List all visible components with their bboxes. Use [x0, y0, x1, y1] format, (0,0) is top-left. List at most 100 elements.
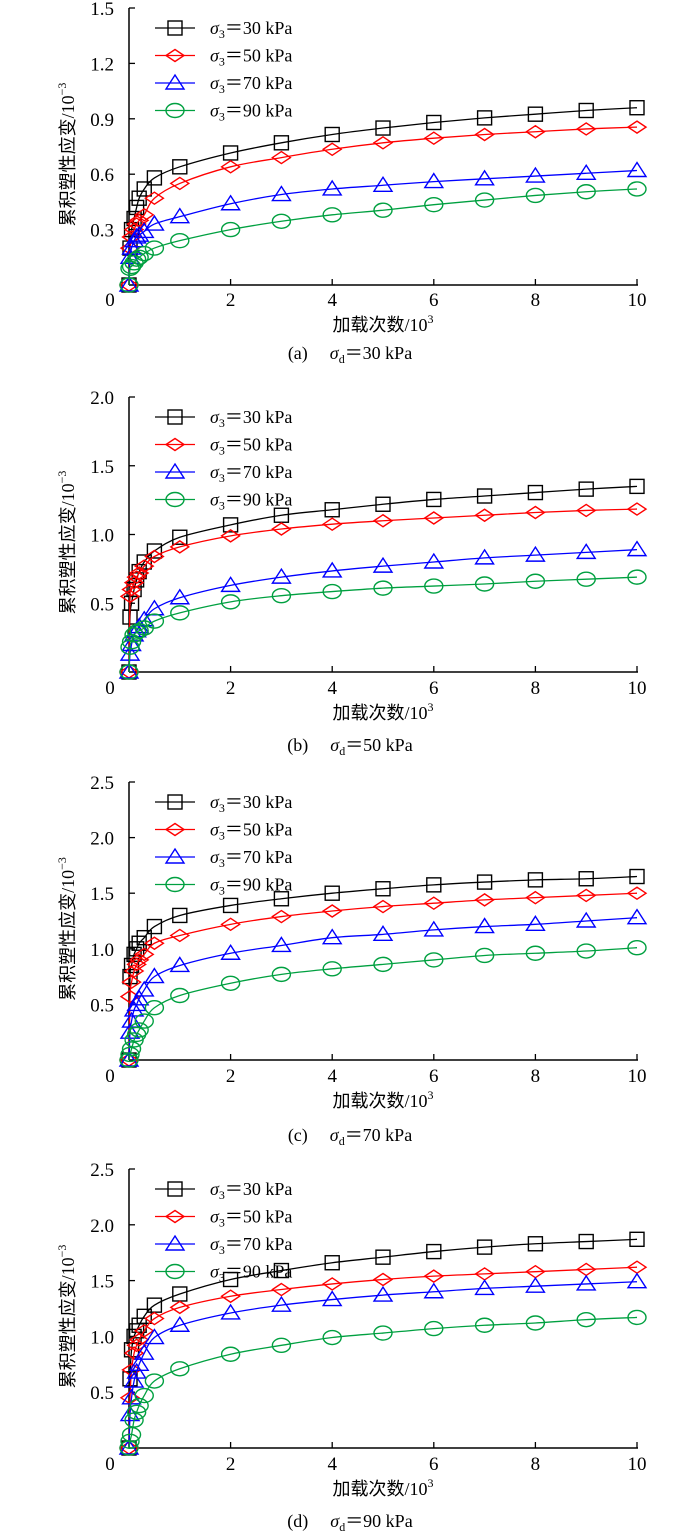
legend-subscript: 3 — [219, 471, 225, 485]
legend-circle-icon — [165, 491, 185, 508]
data-point-diamond — [169, 540, 191, 554]
data-point-triangle — [575, 543, 597, 560]
x-tick-label: 4 — [327, 1454, 337, 1475]
y-tick-label: 2.5 — [90, 773, 114, 794]
y-tick-label: 2.0 — [90, 1216, 114, 1237]
legend-value: ＝90 kPa — [225, 490, 293, 510]
y-axis-label-text: 累积塑性应变/10 — [58, 95, 78, 226]
legend-value: ＝50 kPa — [225, 1207, 293, 1227]
series-line — [128, 947, 638, 1061]
data-point-circle — [144, 1000, 165, 1016]
y-tick-label: 1.0 — [90, 526, 114, 547]
data-point-diamond — [423, 896, 445, 911]
data-point-triangle — [525, 1276, 546, 1293]
data-point-triangle — [220, 943, 241, 960]
data-point-circle — [120, 1046, 140, 1063]
legend-subscript: 3 — [219, 110, 225, 124]
series-line — [128, 126, 638, 286]
data-point-square — [375, 1249, 391, 1265]
data-point-square — [122, 968, 138, 985]
y-axis-label: 累积塑性应变/10−3 — [55, 83, 78, 227]
data-point-diamond — [220, 917, 241, 932]
data-point-diamond — [575, 503, 597, 518]
data-point-square — [426, 114, 442, 131]
x-tick-label: 0 — [105, 1066, 115, 1087]
data-point-triangle — [118, 662, 140, 679]
series-circle — [119, 939, 647, 1068]
data-point-diamond — [220, 1289, 241, 1304]
data-point-square — [476, 110, 493, 126]
legend-entry: σ3＝30 kPa — [155, 407, 292, 430]
legend-symbol: σ — [210, 101, 220, 121]
data-point-triangle — [126, 1362, 147, 1379]
data-point-square — [324, 1255, 340, 1271]
legend-entry: σ3＝70 kPa — [155, 73, 292, 96]
series-line — [128, 875, 638, 1061]
caption-symbol: σ — [330, 1511, 340, 1531]
data-point-triangle — [626, 540, 648, 557]
legend-label: σ3＝30 kPa — [210, 407, 292, 430]
panel-c: 0 2 4 6 8 10 0.5 1.0 1.5 2.0 2.5 累积塑性应变/10−3 加载次数/10… — [55, 773, 648, 1148]
x-axis-label-exponent: 3 — [428, 312, 434, 326]
data-point-square — [527, 106, 544, 122]
y-axis-label: 累积塑性应变/10−3 — [55, 471, 78, 615]
data-point-circle — [134, 1013, 154, 1029]
data-point-square — [527, 872, 544, 888]
legend-subscript: 3 — [219, 55, 225, 69]
caption-value: ＝50 kPa — [345, 735, 413, 755]
data-point-triangle — [372, 556, 394, 573]
legend-square-icon — [167, 1181, 183, 1197]
data-point-circle — [474, 192, 495, 208]
data-point-square — [476, 1239, 493, 1255]
data-point-circle — [124, 1412, 144, 1428]
legend-value: ＝90 kPa — [225, 101, 293, 121]
panel-d: 0 2 4 6 8 10 0.5 1.0 1.5 2.0 2.5 累积塑性应变/10−3 加载次数/10… — [55, 1160, 648, 1534]
y-tick-label: 0.5 — [90, 995, 114, 1016]
legend-entry: σ3＝30 kPa — [155, 18, 292, 41]
legend-triangle-icon — [164, 73, 186, 90]
data-point-triangle — [626, 908, 648, 925]
y-tick-label: 2.0 — [90, 829, 114, 850]
legend-value: ＝30 kPa — [225, 407, 293, 427]
data-point-diamond — [372, 513, 394, 528]
caption-subscript: d — [339, 1134, 345, 1148]
series-line — [128, 508, 638, 673]
data-point-triangle — [321, 179, 343, 196]
legend-subscript: 3 — [219, 416, 225, 430]
data-point-diamond — [123, 964, 145, 978]
data-point-triangle — [220, 576, 241, 593]
data-point-triangle — [169, 1315, 191, 1332]
legend-label: σ3＝30 kPa — [210, 792, 292, 815]
legend-value: ＝70 kPa — [225, 1234, 293, 1254]
data-point-diamond — [271, 150, 292, 165]
data-point-square — [222, 897, 239, 914]
data-point-diamond — [423, 131, 445, 146]
legend-triangle-icon — [164, 847, 186, 864]
data-point-diamond — [474, 893, 495, 907]
y-tick-label: 2.0 — [90, 388, 114, 409]
legend-subscript: 3 — [219, 856, 225, 870]
data-point-diamond — [126, 570, 147, 584]
data-point-circle — [424, 1320, 444, 1337]
legend-diamond-icon — [164, 1209, 186, 1224]
data-point-circle — [373, 956, 393, 973]
legend-label: σ3＝70 kPa — [210, 1234, 292, 1257]
legend-symbol: σ — [210, 462, 220, 482]
legend-symbol: σ — [210, 1179, 220, 1199]
legend-subscript: 3 — [219, 1243, 225, 1257]
x-tick-label: 2 — [226, 290, 236, 311]
legend-label: σ3＝90 kPa — [210, 101, 292, 124]
legend-value: ＝70 kPa — [225, 847, 293, 867]
series-circle — [119, 181, 647, 293]
data-point-triangle — [423, 172, 445, 189]
data-point-circle — [121, 258, 142, 275]
data-point-square — [629, 1231, 645, 1248]
data-point-circle — [627, 181, 647, 197]
data-point-square — [172, 529, 188, 545]
series-diamond — [118, 886, 648, 1067]
data-point-circle — [525, 1315, 546, 1331]
data-point-square — [578, 481, 594, 497]
data-point-circle — [373, 580, 393, 596]
data-point-triangle — [575, 1274, 597, 1291]
